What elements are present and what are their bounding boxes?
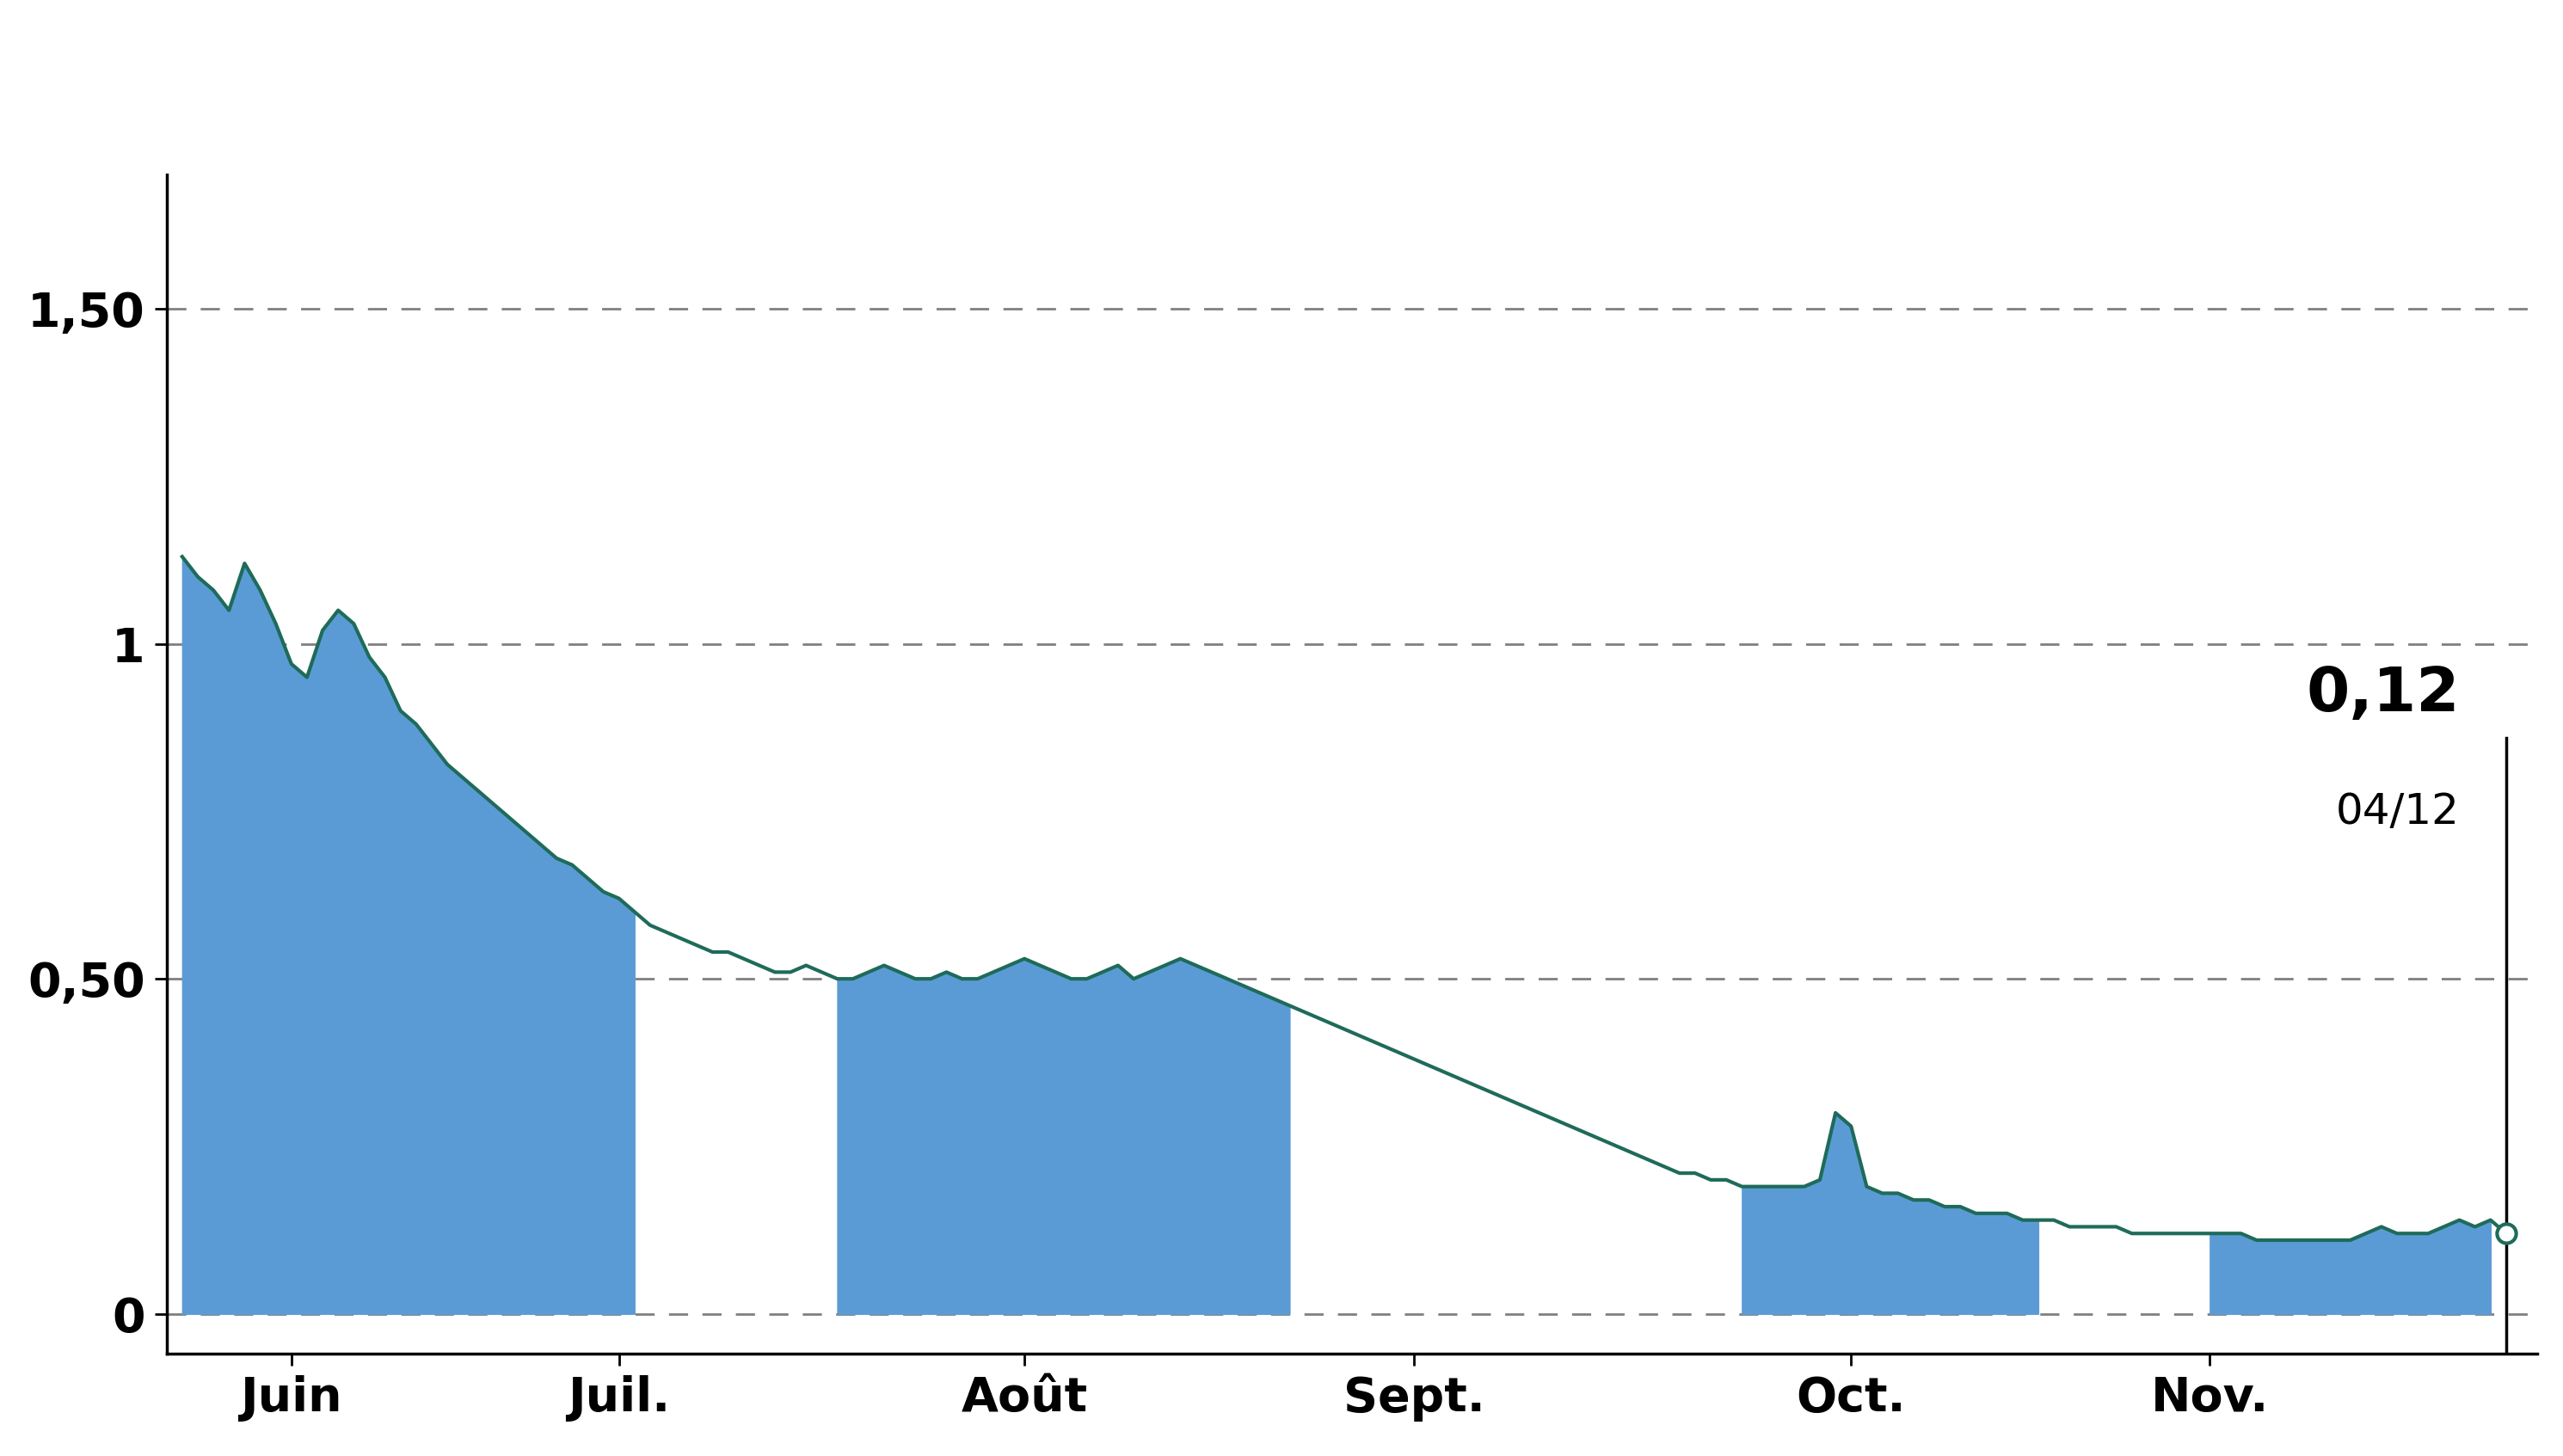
Text: SPINEWAY: SPINEWAY — [977, 29, 1586, 130]
Text: 0,12: 0,12 — [2307, 665, 2460, 724]
Text: 04/12: 04/12 — [2335, 791, 2460, 833]
